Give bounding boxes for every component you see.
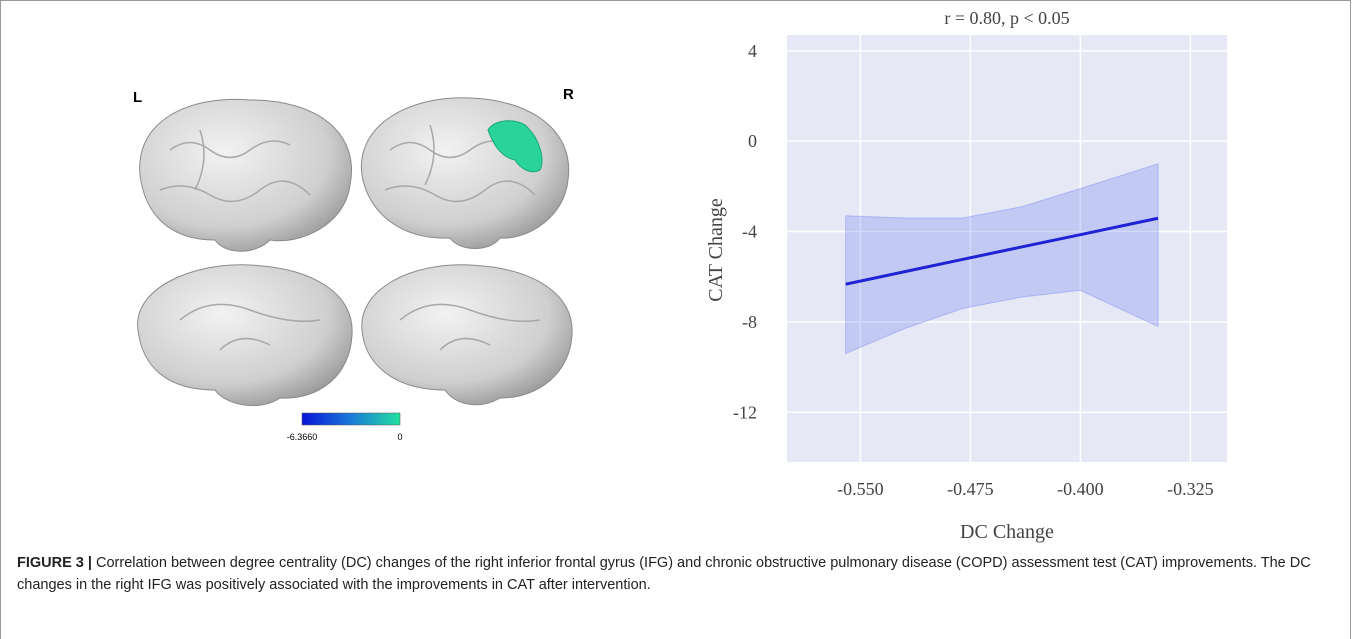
- hemisphere-label: L: [133, 89, 142, 106]
- page: L R -6.3660 0 r = 0.80, p < 0.05 DC Chan…: [0, 0, 1355, 639]
- y-tick-label: -4: [742, 222, 757, 242]
- colorbar-label: 0: [397, 432, 402, 442]
- y-tick-label: 0: [748, 131, 757, 151]
- caption-text: Correlation between degree centrality (D…: [17, 555, 1311, 593]
- x-tick-label: -0.475: [947, 479, 994, 499]
- hemisphere-label: R: [563, 86, 574, 103]
- y-tick-label: 4: [748, 41, 757, 61]
- y-axis-label: CAT Change: [705, 198, 727, 302]
- caption-label: FIGURE 3 |: [17, 555, 92, 571]
- x-tick-label: -0.400: [1057, 479, 1104, 499]
- chart-title: r = 0.80, p < 0.05: [944, 8, 1069, 28]
- colorbar-label: -6.3660: [287, 432, 318, 442]
- x-tick-label: -0.550: [837, 479, 884, 499]
- x-axis-label: DC Change: [960, 521, 1054, 543]
- y-tick-label: -8: [742, 312, 757, 332]
- x-tick-label: -0.325: [1167, 479, 1214, 499]
- caption: FIGURE 3 | Correlation between degree ce…: [17, 552, 1317, 596]
- colorbar: [302, 413, 400, 425]
- y-tick-label: -12: [733, 402, 757, 422]
- figure: L R -6.3660 0 r = 0.80, p < 0.05 DC Chan…: [0, 0, 1355, 545]
- brain-views: [138, 98, 573, 406]
